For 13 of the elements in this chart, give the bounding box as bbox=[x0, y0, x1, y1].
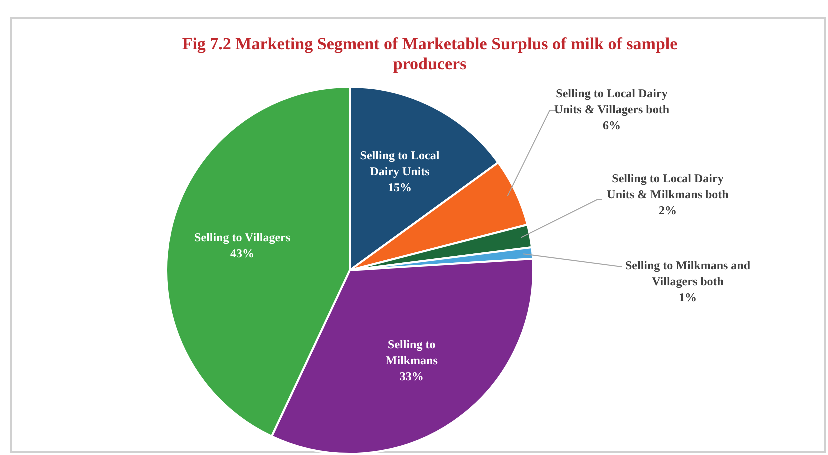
data-label: 6% bbox=[603, 118, 621, 133]
slice-label: Selling to Milkmans and Villagers both bbox=[625, 258, 751, 289]
data-label: 1% bbox=[679, 290, 697, 305]
data-label: 15% bbox=[388, 180, 412, 194]
data-label: 43% bbox=[230, 246, 255, 261]
slice-label: Selling to Local Dairy Units & Villagers both bbox=[554, 86, 670, 117]
slice-label: Selling to Milkmans bbox=[386, 338, 438, 368]
slice-label: Selling to Villagers bbox=[194, 230, 291, 245]
slice-label: Selling to Local Dairy Units & Milkmans both bbox=[607, 172, 730, 202]
chart-title: Fig 7.2 Marketing Segment of Marketable Surplus of milk of sample producers bbox=[182, 34, 678, 74]
data-label: 2% bbox=[659, 204, 677, 218]
data-label: 33% bbox=[400, 370, 424, 384]
slice-label: Selling to Local Dairy Units bbox=[360, 148, 440, 178]
